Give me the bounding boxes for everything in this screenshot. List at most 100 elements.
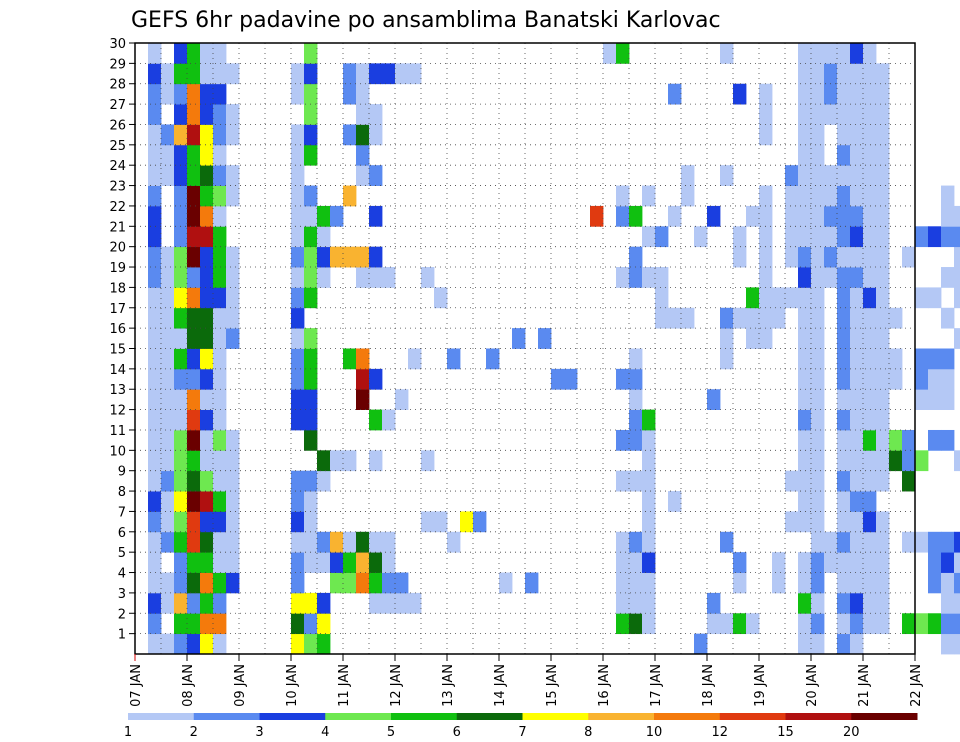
heatmap-cell xyxy=(200,470,214,492)
heatmap-cell xyxy=(850,368,864,390)
heatmap-cell xyxy=(317,470,331,492)
heatmap-cell xyxy=(941,592,955,614)
heatmap-cell xyxy=(785,185,799,207)
heatmap-cell xyxy=(421,267,435,288)
heatmap-cell xyxy=(798,409,812,431)
heatmap-cell xyxy=(161,409,175,431)
heatmap-cell xyxy=(798,429,812,451)
heatmap-cell xyxy=(811,205,825,227)
heatmap-cell xyxy=(629,246,643,268)
heatmap-cell xyxy=(174,491,188,512)
heatmap-cell xyxy=(148,409,162,431)
heatmap-cell xyxy=(837,592,851,614)
heatmap-cell xyxy=(304,409,318,431)
heatmap-cell xyxy=(876,267,890,288)
heatmap-cell xyxy=(616,267,630,288)
heatmap-cell xyxy=(187,63,201,85)
heatmap-cell xyxy=(837,205,851,227)
heatmap-cell xyxy=(915,368,929,390)
y-tick-label: 18 xyxy=(109,281,126,296)
heatmap-cell xyxy=(863,104,877,125)
heatmap-cell xyxy=(694,633,708,655)
heatmap-cell xyxy=(863,63,877,85)
heatmap-cell xyxy=(837,368,851,390)
heatmap-cell xyxy=(213,267,227,288)
heatmap-cell xyxy=(161,592,175,614)
heatmap-cell xyxy=(785,226,799,248)
heatmap-cell xyxy=(174,450,188,472)
heatmap-cell xyxy=(837,429,851,451)
heatmap-cell xyxy=(330,450,344,472)
heatmap-cell xyxy=(616,429,630,451)
heatmap-cell xyxy=(850,63,864,85)
heatmap-cell xyxy=(447,531,461,553)
heatmap-cell xyxy=(902,531,916,553)
heatmap-cell xyxy=(850,205,864,227)
heatmap-cell xyxy=(174,63,188,85)
heatmap-cell xyxy=(200,368,214,390)
heatmap-cell xyxy=(356,348,370,370)
heatmap-cell xyxy=(863,328,877,349)
x-tick-label: 19 JAN xyxy=(753,664,768,707)
heatmap-cells xyxy=(148,43,960,655)
heatmap-cell xyxy=(304,613,318,635)
heatmap-cell xyxy=(187,246,201,268)
heatmap-cell xyxy=(213,83,227,105)
heatmap-cell xyxy=(850,552,864,573)
heatmap-cell xyxy=(811,491,825,512)
heatmap-cell xyxy=(915,226,929,248)
heatmap-cell xyxy=(460,511,474,533)
heatmap-cell xyxy=(174,267,188,288)
heatmap-cell xyxy=(928,531,942,553)
heatmap-cell xyxy=(616,185,630,207)
heatmap-cell xyxy=(759,104,773,125)
heatmap-cell xyxy=(304,226,318,248)
heatmap-cell xyxy=(798,307,812,329)
heatmap-cell xyxy=(863,409,877,431)
heatmap-cell xyxy=(512,328,526,349)
heatmap-cell xyxy=(850,43,864,64)
heatmap-cell xyxy=(837,633,851,655)
heatmap-cell xyxy=(824,531,838,553)
heatmap-cell xyxy=(876,552,890,573)
heatmap-cell xyxy=(954,633,960,655)
heatmap-cell xyxy=(889,429,903,451)
heatmap-cell xyxy=(161,246,175,268)
heatmap-cell xyxy=(902,613,916,635)
heatmap-cell xyxy=(876,531,890,553)
heatmap-cell xyxy=(213,450,227,472)
heatmap-cell xyxy=(291,491,305,512)
heatmap-cell xyxy=(174,43,188,64)
heatmap-cell xyxy=(174,83,188,105)
heatmap-cell xyxy=(811,63,825,85)
heatmap-cell xyxy=(304,348,318,370)
heatmap-cell xyxy=(746,287,760,309)
heatmap-cell xyxy=(694,226,708,248)
heatmap-cell xyxy=(668,205,682,227)
heatmap-cell xyxy=(369,63,383,85)
heatmap-cell xyxy=(850,287,864,309)
heatmap-cell xyxy=(213,287,227,309)
heatmap-cell xyxy=(213,491,227,512)
heatmap-cell xyxy=(226,511,240,533)
heatmap-cell xyxy=(811,389,825,410)
heatmap-cell xyxy=(226,470,240,492)
heatmap-cell xyxy=(850,246,864,268)
heatmap-cell xyxy=(226,104,240,125)
heatmap-cell xyxy=(187,205,201,227)
heatmap-cell xyxy=(382,552,396,573)
y-tick-label: 2 xyxy=(118,607,126,622)
y-tick-label: 22 xyxy=(109,200,126,215)
heatmap-cell xyxy=(499,572,513,594)
heatmap-cell xyxy=(798,83,812,105)
heatmap-cell xyxy=(174,144,188,166)
colorbar-label: 15 xyxy=(777,725,794,740)
y-tick-label: 10 xyxy=(109,444,126,459)
heatmap-cell xyxy=(876,63,890,85)
colorbar-label: 10 xyxy=(646,725,663,740)
heatmap-cell xyxy=(798,348,812,370)
heatmap-cell xyxy=(161,165,175,186)
heatmap-cell xyxy=(798,267,812,288)
heatmap-cell xyxy=(200,429,214,451)
heatmap-cell xyxy=(213,165,227,186)
